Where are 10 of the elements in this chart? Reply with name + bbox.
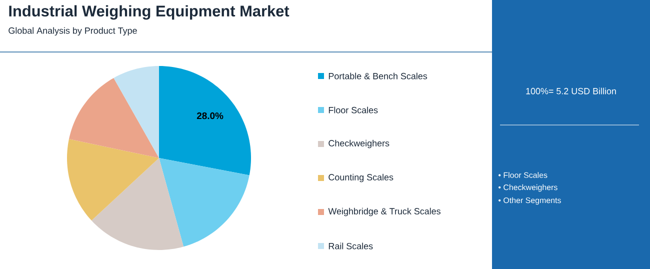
text: 100%= 5.2 USD Billion [526,88,616,94]
chart-subtitle: Global Analysis by Product Type [8,27,137,36]
legend-label: Portable & Bench Scales [328,72,428,80]
legend-label: Checkweighers [328,140,390,148]
data-label: 28.0% [196,112,224,120]
legend-label: Weighbridge & Truck Scales [328,208,440,216]
legend-label: Counting Scales [328,174,394,182]
legend-label: Floor Scales [328,106,378,114]
chart-title: Industrial Weighing Equipment Market [9,5,290,20]
legend-label: Rail Scales [328,242,373,250]
